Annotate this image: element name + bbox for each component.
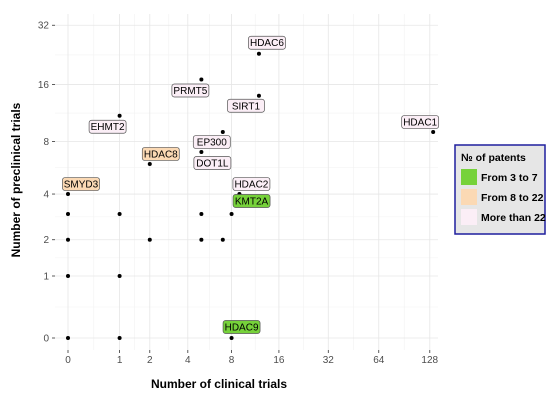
x-tick-label: 32 [323, 355, 335, 366]
point-label: HDAC9 [222, 320, 261, 334]
data-point [220, 130, 225, 135]
data-point [66, 274, 70, 278]
point-label: EP300 [192, 135, 231, 149]
y-tick-label: 2 [43, 235, 49, 246]
x-tick-label: 128 [421, 355, 438, 366]
x-tick-label: 2 [147, 355, 153, 366]
point-label-box [62, 177, 100, 191]
legend-entry-label: More than 22 [481, 212, 546, 224]
point-label-text: EHMT2 [91, 122, 125, 133]
x-tick-label: 64 [373, 355, 385, 366]
x-tick-label: 4 [185, 355, 191, 366]
data-point [117, 113, 122, 118]
point-label: HDAC6 [248, 35, 286, 50]
x-tick-label: 1 [117, 355, 123, 366]
data-point [147, 161, 152, 166]
data-point [256, 93, 261, 98]
point-label-box [222, 320, 261, 334]
data-points [66, 51, 436, 340]
data-point [199, 212, 204, 216]
point-label-box [192, 135, 231, 149]
x-axis-title: Number of clinical trials [151, 377, 287, 391]
point-label-box [248, 35, 286, 50]
point-label-box [88, 119, 127, 134]
data-point [117, 212, 122, 216]
legend-swatch [461, 189, 477, 205]
point-label-box [193, 156, 232, 170]
y-tick-label: 1 [43, 272, 49, 283]
data-point [256, 51, 261, 56]
data-point [117, 274, 122, 278]
data-point [431, 130, 436, 135]
point-label-text: SMYD3 [64, 180, 99, 191]
legend-swatch [461, 169, 477, 185]
point-label: KMT2A [232, 194, 271, 208]
legend-entry-label: From 3 to 7 [481, 172, 538, 184]
legend-title: № of patents [461, 152, 526, 164]
data-point [229, 336, 234, 340]
point-label: SMYD3 [62, 177, 100, 191]
point-label-text: HDAC8 [144, 149, 178, 160]
point-label-text: SIRT1 [232, 101, 261, 112]
point-label: SIRT1 [227, 98, 265, 113]
data-point [199, 77, 204, 82]
data-point [66, 237, 70, 242]
point-label-text: HDAC9 [225, 323, 259, 334]
point-label-box [227, 98, 265, 113]
tick-labels: 0 1 2 4 8 16 32 64 128 0 1 2 4 8 16 32 [38, 21, 439, 366]
y-tick-label: 8 [43, 137, 49, 148]
point-label: EHMT2 [88, 119, 127, 134]
point-label-box [171, 83, 210, 98]
data-point [147, 237, 152, 242]
x-tick-label: 16 [273, 355, 285, 366]
y-tick-label: 4 [43, 190, 49, 201]
point-label: HDAC1 [401, 115, 440, 129]
point-label-text: HDAC1 [403, 118, 437, 129]
point-label-box [232, 177, 271, 191]
y-tick-label: 32 [38, 21, 50, 32]
legend: № of patents From 3 to 7 From 8 to 22 More… [454, 144, 546, 235]
x-tick-label: 8 [229, 355, 235, 366]
data-point [220, 237, 225, 242]
data-point [66, 212, 70, 216]
data-point [199, 150, 204, 154]
data-point [66, 192, 70, 197]
point-label: HDAC8 [141, 147, 180, 161]
y-axis-title: Number of preclinical trials [9, 102, 23, 257]
data-point [199, 237, 204, 242]
point-label-text: HDAC6 [250, 38, 284, 49]
point-label: HDAC2 [232, 177, 271, 191]
point-label-text: HDAC2 [234, 180, 268, 191]
point-label-text: EP300 [197, 138, 227, 149]
data-point [229, 212, 234, 216]
point-label-text: KMT2A [235, 197, 269, 208]
point-label-text: DOT1L [196, 159, 229, 170]
y-tick-label: 0 [43, 334, 49, 345]
point-labels: HDAC6 PRMT5 SIRT1 HDAC1 EHMT2 EP300 DOT1L HDAC8… [62, 35, 440, 334]
point-label-box [232, 194, 271, 208]
point-label: DOT1L [193, 156, 232, 170]
point-label: PRMT5 [171, 83, 210, 98]
x-tick-label: 0 [65, 355, 71, 366]
legend-entry-label: From 8 to 22 [481, 192, 544, 204]
data-point [117, 336, 122, 340]
legend-swatch [461, 209, 477, 225]
point-label-text: PRMT5 [173, 86, 207, 97]
point-label-box [141, 147, 180, 161]
point-label-box [401, 115, 440, 129]
y-tick-label: 16 [38, 80, 50, 91]
data-point [66, 336, 70, 340]
